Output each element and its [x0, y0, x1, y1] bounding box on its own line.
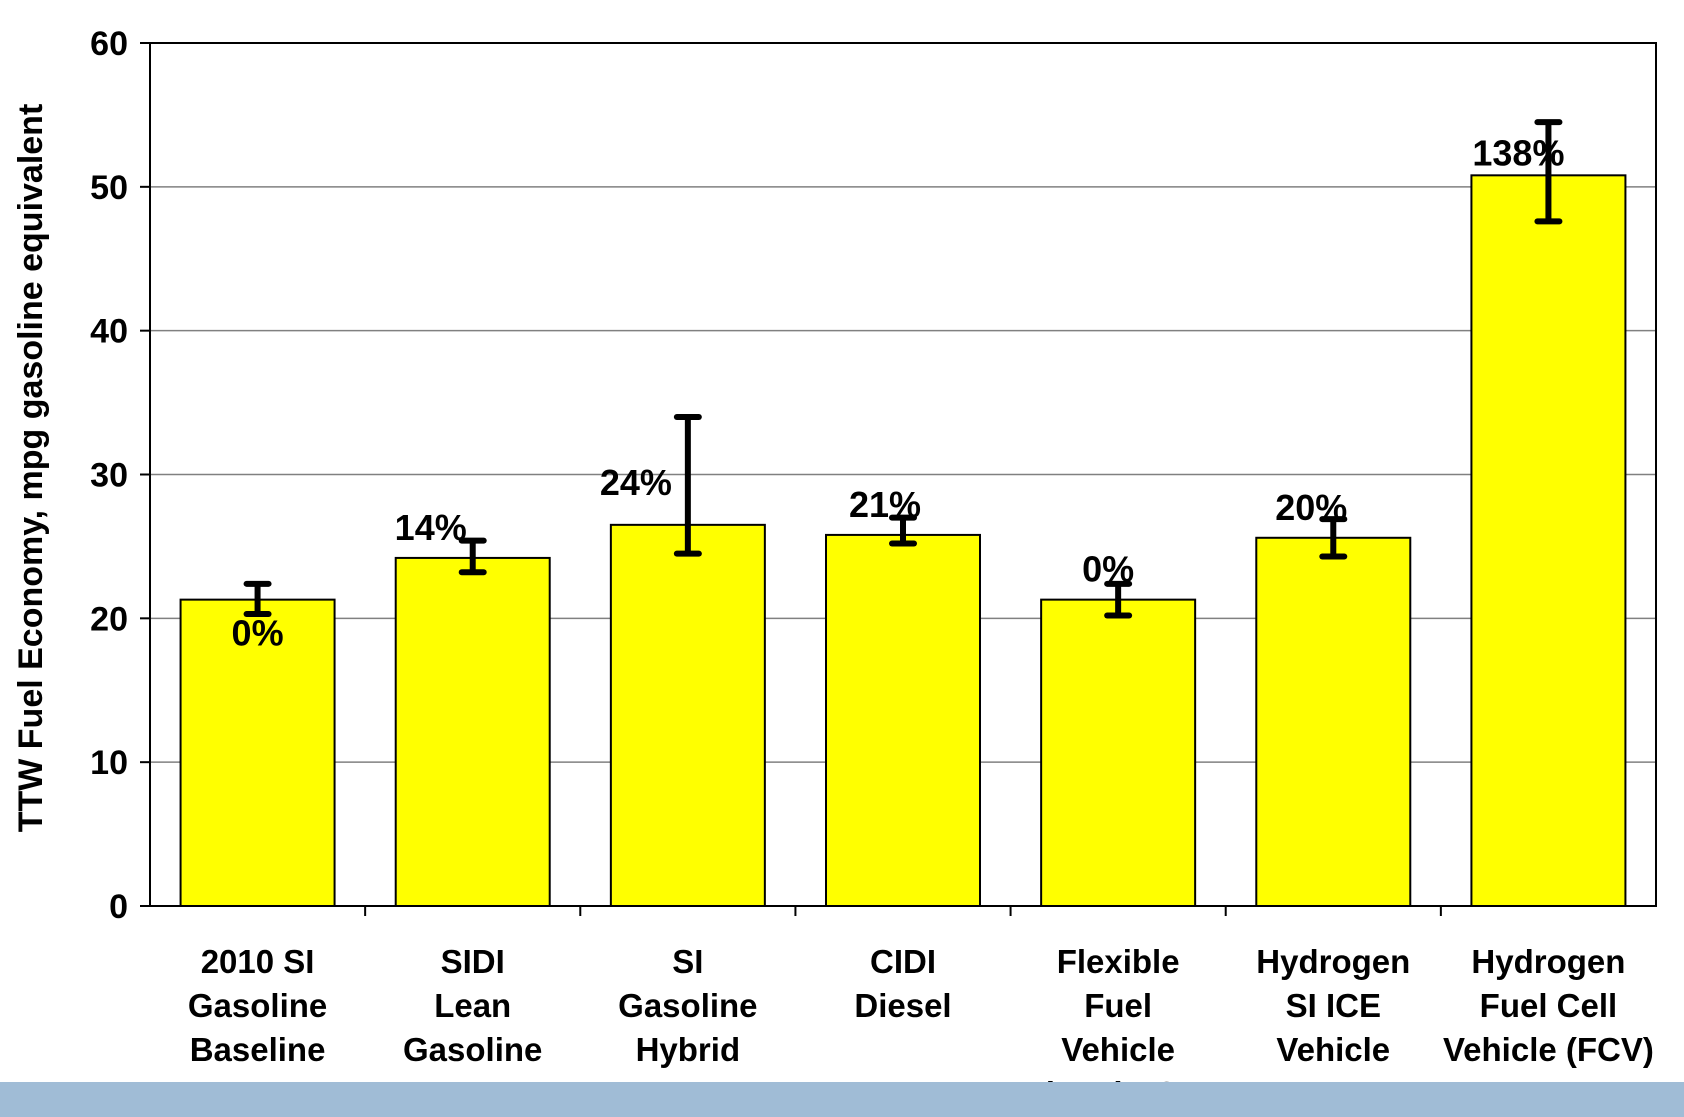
y-tick-label: 20 [90, 600, 128, 638]
data-label: 0% [1082, 549, 1134, 590]
category-label: SIDI Lean Gasoline [403, 943, 542, 1068]
footer-band [0, 1082, 1684, 1117]
data-label: 21% [849, 484, 921, 525]
category-label-line: Gasoline [188, 987, 327, 1024]
bar [825, 533, 981, 907]
category-label-line: Flexible [1057, 943, 1180, 980]
category-label-line: Baseline [190, 1031, 326, 1068]
data-labels: 0% 14% 24% 21% 0% 20% 138% [232, 132, 1565, 653]
category-label-line: 2010 SI [201, 943, 315, 980]
y-tick-label: 10 [90, 744, 128, 782]
category-label-line: SIDI [441, 943, 505, 980]
bar [609, 523, 766, 907]
category-label: 2010 SI Gasoline Baseline [188, 943, 327, 1068]
y-tick-label: 40 [90, 313, 128, 351]
category-label-line: SI [672, 943, 703, 980]
bar [394, 556, 551, 907]
category-label: Hydrogen SI ICE Vehicle [1256, 943, 1410, 1068]
y-axis-title: TTW Fuel Economy, mpg gasoline equivalen… [12, 104, 50, 833]
bar [1040, 598, 1197, 907]
axes [140, 42, 1657, 916]
category-label: Hydrogen Fuel Cell Vehicle (FCV) [1443, 943, 1654, 1068]
category-label-line: Lean [434, 987, 511, 1024]
category-label-line: Vehicle [1276, 1031, 1390, 1068]
bar [1255, 536, 1412, 908]
y-tick-label: 50 [90, 169, 128, 207]
y-tick-label: 0 [109, 888, 128, 926]
category-label-line: CIDI [870, 943, 936, 980]
category-label-line: Hydrogen [1471, 943, 1625, 980]
data-label: 14% [395, 507, 467, 548]
category-label-line: Hybrid [636, 1031, 741, 1068]
data-label: 0% [232, 613, 284, 654]
category-label-line: SI ICE [1286, 987, 1381, 1024]
category-label-line: Vehicle [1061, 1031, 1175, 1068]
y-tick-labels: 0 10 20 30 40 50 60 [90, 25, 128, 926]
category-label-line: Gasoline [618, 987, 757, 1024]
data-label: 138% [1472, 132, 1564, 173]
bar [1470, 174, 1627, 907]
category-label-line: Vehicle (FCV) [1443, 1031, 1654, 1068]
data-label: 20% [1275, 487, 1347, 528]
data-label: 24% [600, 462, 672, 503]
y-tick-label: 30 [90, 457, 128, 495]
category-label-line: Hydrogen [1256, 943, 1410, 980]
category-label: CIDI Diesel [854, 943, 951, 1024]
error-bars [243, 119, 1563, 619]
category-label-line: Fuel [1084, 987, 1152, 1024]
category-label-line: Fuel Cell [1480, 987, 1618, 1024]
category-label-line: Diesel [854, 987, 951, 1024]
y-tick-label: 60 [90, 25, 128, 63]
category-label: SI Gasoline Hybrid [618, 943, 757, 1068]
plot-frame [149, 42, 1657, 907]
category-label-line: Gasoline [403, 1031, 542, 1068]
